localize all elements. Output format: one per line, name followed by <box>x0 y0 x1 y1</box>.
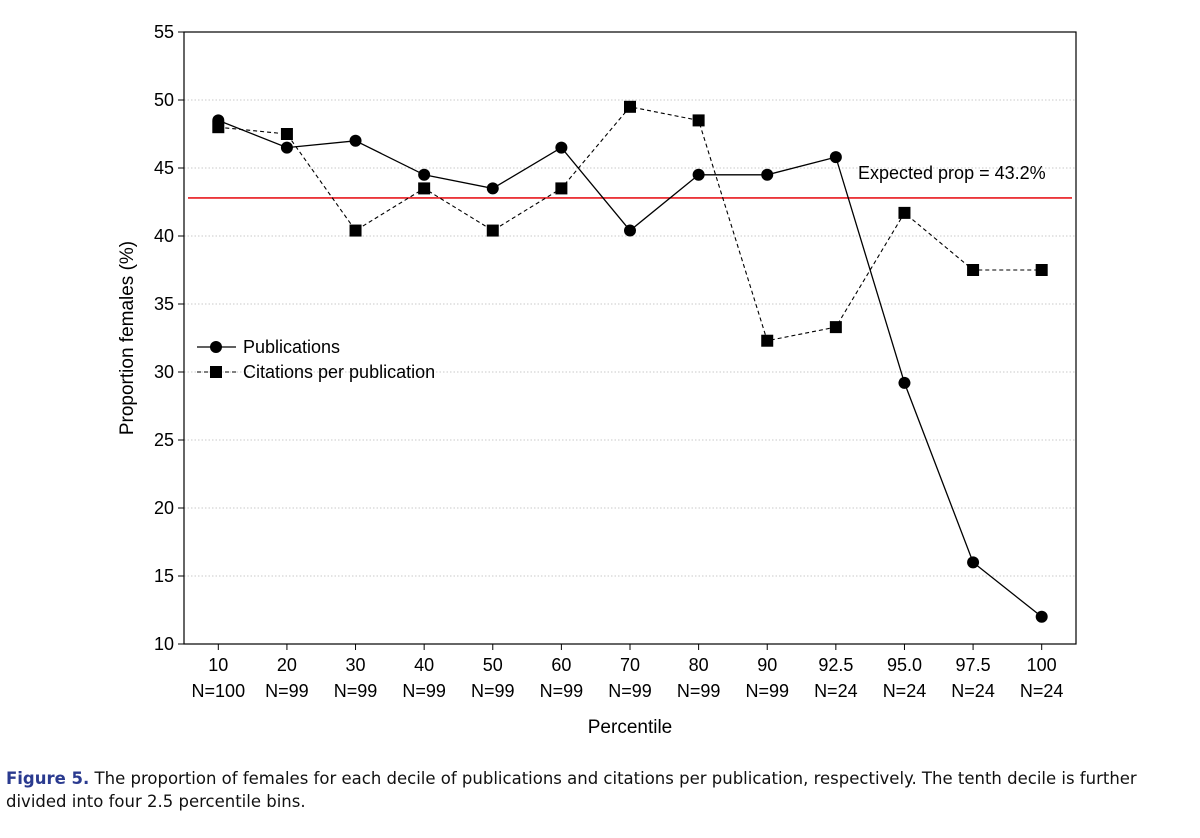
x-tick-label-50: 50 <box>483 655 503 675</box>
x-tick-count-90: N=99 <box>745 681 789 701</box>
point-publications-95.0 <box>898 376 911 389</box>
point-publications-30 <box>349 134 362 147</box>
y-tick-label-55: 55 <box>154 22 174 42</box>
x-tick-label-60: 60 <box>551 655 571 675</box>
point-citations-per-publication-90 <box>761 334 774 347</box>
point-citations-per-publication-70 <box>624 100 636 113</box>
reference-line-group: Expected prop = 43.2% <box>188 163 1072 199</box>
point-citations-per-publication-10 <box>212 121 225 134</box>
y-tick-label-20: 20 <box>154 498 174 518</box>
point-publications-20 <box>280 141 293 154</box>
x-tick-label-20: 20 <box>277 655 297 675</box>
point-citations-per-publication-92.5 <box>829 321 842 334</box>
y-tick-label-35: 35 <box>154 294 174 314</box>
point-citations-per-publication-20 <box>280 128 293 140</box>
point-citations-per-publication-60 <box>555 182 568 195</box>
x-tick-label-10: 10 <box>208 655 228 675</box>
x-axis-title: Percentile <box>588 717 673 738</box>
x-tick-count-95.0: N=24 <box>883 681 927 701</box>
axis-ticks: 10 15 20 25 30 35 40 45 50 55 10 N=100 20 N=99 30 N=99 4… <box>154 22 1063 701</box>
y-tick-label-40: 40 <box>154 226 174 246</box>
x-tick-label-100: 100 <box>1027 655 1057 675</box>
point-citations-per-publication-80 <box>692 114 705 127</box>
point-citations-per-publication-95.0 <box>898 206 911 219</box>
point-publications-92.5 <box>829 151 842 164</box>
figure-caption: Figure 5. The proportion of females for … <box>6 767 1196 813</box>
y-tick-label-25: 25 <box>154 430 174 450</box>
y-tick-label-50: 50 <box>154 90 174 110</box>
y-axis-title: Proportion females (%) <box>117 241 138 435</box>
figure-label: Figure 5. <box>6 769 90 788</box>
point-citations-per-publication-40 <box>418 182 431 195</box>
point-publications-60 <box>555 141 568 154</box>
legend-label-citations-per-publication: Citations per publication <box>243 362 435 382</box>
y-tick-label-30: 30 <box>154 362 174 382</box>
x-tick-label-40: 40 <box>414 655 434 675</box>
point-publications-40 <box>418 168 431 181</box>
x-tick-count-100: N=24 <box>1020 681 1064 701</box>
x-tick-label-70: 70 <box>620 655 640 675</box>
chart: 10 15 20 25 30 35 40 45 50 55 10 N=100 20 N=99 30 N=99 4… <box>117 22 1077 738</box>
x-tick-count-97.5: N=24 <box>951 681 995 701</box>
caption-text: The proportion of females for each decil… <box>6 769 1137 811</box>
legend-marker-citations-per-publication <box>210 366 222 378</box>
y-tick-label-45: 45 <box>154 158 174 178</box>
point-citations-per-publication-30 <box>349 224 362 237</box>
y-tick-label-15: 15 <box>154 566 174 586</box>
point-publications-80 <box>692 168 705 181</box>
x-tick-count-60: N=99 <box>540 681 584 701</box>
legend-label-publications: Publications <box>243 337 340 357</box>
x-tick-count-40: N=99 <box>402 681 446 701</box>
x-tick-count-10: N=100 <box>192 681 246 701</box>
point-publications-97.5 <box>967 556 980 569</box>
x-tick-label-92.5: 92.5 <box>818 655 853 675</box>
x-tick-count-70: N=99 <box>608 681 652 701</box>
point-citations-per-publication-100 <box>1035 264 1048 276</box>
x-tick-label-80: 80 <box>689 655 709 675</box>
reference-line-label: Expected prop = 43.2% <box>858 163 1046 183</box>
x-tick-count-80: N=99 <box>677 681 721 701</box>
x-tick-count-50: N=99 <box>471 681 515 701</box>
point-publications-70 <box>624 224 636 237</box>
x-tick-count-30: N=99 <box>334 681 378 701</box>
x-tick-label-30: 30 <box>346 655 366 675</box>
point-publications-50 <box>486 182 499 195</box>
point-publications-90 <box>761 168 774 181</box>
y-tick-label-10: 10 <box>154 634 174 654</box>
x-tick-label-95.0: 95.0 <box>887 655 922 675</box>
point-publications-100 <box>1035 610 1048 623</box>
legend-marker-publications <box>210 341 222 353</box>
series-group <box>212 100 1048 623</box>
x-tick-count-92.5: N=24 <box>814 681 858 701</box>
x-tick-label-97.5: 97.5 <box>956 655 991 675</box>
legend: Publications Citations per publication <box>197 337 435 382</box>
grid-lines <box>184 99 1076 577</box>
x-tick-label-90: 90 <box>757 655 777 675</box>
point-citations-per-publication-50 <box>486 224 499 237</box>
point-citations-per-publication-97.5 <box>967 264 980 276</box>
x-tick-count-20: N=99 <box>265 681 309 701</box>
